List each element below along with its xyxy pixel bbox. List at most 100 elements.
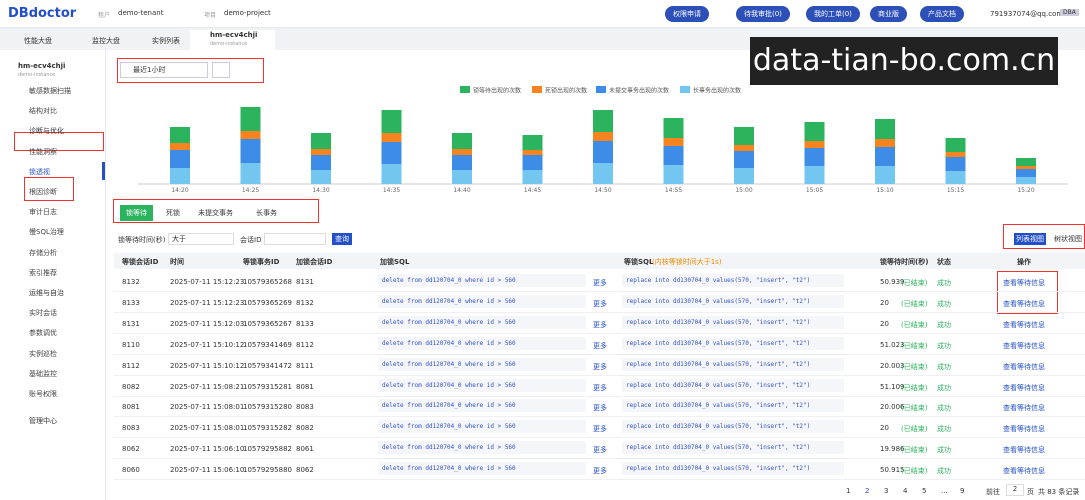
state: (已结束) (901, 446, 928, 455)
select[interactable]: demo-project (224, 9, 271, 17)
more-link[interactable]: 更多 (593, 383, 607, 392)
menu-item[interactable]: 慢SQL治理 (29, 228, 64, 237)
x-tick-label: 14:50 (594, 187, 611, 194)
row-divider (114, 374, 1085, 376)
more-link[interactable]: 更多 (593, 320, 607, 329)
sql: delete from dd120704_0 where id > 560 (378, 441, 586, 455)
bar-segment (452, 133, 472, 149)
view[interactable]: 树状视图 (1054, 235, 1082, 243)
menu-item[interactable]: 性能洞察 (29, 147, 57, 156)
select[interactable]: 大于 (168, 233, 234, 245)
status: 成功 (937, 446, 951, 455)
legend-label: 死锁出现的次数 (545, 87, 587, 95)
menu-item[interactable]: 敏感数据扫描 (29, 87, 71, 95)
cell: 50.939 (880, 278, 905, 286)
lock-tab[interactable]: 长事务 (256, 209, 277, 217)
time-select[interactable]: 最近1小时 (120, 62, 208, 78)
menu-section[interactable]: 管理中心 (29, 417, 57, 425)
button[interactable]: 待我审批(0) (736, 6, 790, 22)
bar-segment (381, 110, 402, 133)
action-link[interactable]: 查看等待信息 (1003, 467, 1045, 476)
tab[interactable]: 监控大盘 (92, 37, 120, 45)
page[interactable]: 3 (884, 487, 889, 495)
active-bar (102, 161, 105, 180)
button[interactable]: 产品文档 (920, 6, 964, 22)
action-link[interactable]: 查看等待信息 (1003, 383, 1045, 392)
page[interactable]: ... (941, 487, 948, 495)
cell: 8132 (296, 298, 314, 307)
lock-tab[interactable]: 锁等待 (120, 205, 153, 221)
x-tick-label: 14:45 (524, 187, 541, 194)
button[interactable]: 商业版 (870, 6, 907, 22)
page[interactable]: 9 (960, 487, 965, 495)
more-link[interactable]: 更多 (593, 425, 607, 434)
x-tick-label: 14:25 (242, 187, 259, 194)
more-link[interactable]: 更多 (593, 446, 607, 455)
action-link[interactable]: 查看等待信息 (1003, 299, 1045, 308)
menu-item[interactable]: 参数调优 (29, 329, 57, 338)
menu-item[interactable]: 账号权限 (29, 390, 57, 398)
page-input[interactable]: 2 (1006, 484, 1024, 496)
sql: delete from dd120704_0 where id > 560 (378, 420, 586, 434)
input[interactable] (264, 233, 326, 245)
bar-segment (804, 148, 825, 166)
more-link[interactable]: 更多 (593, 341, 607, 350)
menu-item[interactable]: 索引推荐 (29, 268, 57, 277)
view[interactable]: 列表视图 (1014, 233, 1046, 245)
page[interactable]: 2 (865, 487, 870, 495)
tab-title[interactable]: hm-ecv4chji (210, 31, 258, 39)
page[interactable]: 4 (903, 487, 908, 495)
tab[interactable]: 实例列表 (152, 37, 180, 45)
bar-segment (1016, 177, 1036, 184)
action-link[interactable]: 查看等待信息 (1003, 320, 1045, 329)
bar-segment (663, 118, 684, 138)
refresh[interactable] (212, 62, 230, 78)
bar-segment (663, 165, 684, 184)
menu-item[interactable]: 实时会话 (29, 309, 57, 318)
state: (已结束) (901, 299, 928, 308)
select[interactable]: demo-tenant (118, 9, 164, 17)
row-divider (114, 479, 1085, 481)
x-tick-label: 14:30 (312, 187, 329, 194)
menu-section[interactable]: 运维与自治 (29, 289, 64, 297)
more-link[interactable]: 更多 (593, 279, 607, 287)
more-link[interactable]: 更多 (593, 362, 607, 371)
bar-segment (522, 170, 543, 184)
menu-item[interactable]: 实例巡检 (29, 349, 57, 358)
x-tick-label: 14:55 (665, 187, 682, 194)
status: 成功 (937, 320, 951, 329)
page[interactable]: 5 (922, 487, 927, 495)
page[interactable]: 1 (846, 487, 851, 495)
menu-item[interactable]: 结构对比 (29, 107, 57, 116)
action-link[interactable]: 查看等待信息 (1003, 362, 1045, 371)
cell: 8083 (122, 424, 140, 433)
tab[interactable]: 性能大盘 (24, 37, 52, 45)
action-link[interactable]: 查看等待信息 (1003, 446, 1045, 455)
more-link[interactable]: 更多 (593, 299, 607, 308)
action-link[interactable]: 查看等待信息 (1003, 341, 1045, 350)
action-link[interactable]: 查看等待信息 (1003, 404, 1045, 413)
menu-item[interactable]: 锁透视 (29, 167, 50, 176)
action-link[interactable]: 查看等待信息 (1003, 279, 1045, 287)
state: (已结束) (901, 404, 928, 413)
more-link[interactable]: 更多 (593, 467, 607, 476)
menu-item[interactable]: 根因诊断 (29, 188, 57, 196)
action-link[interactable]: 查看等待信息 (1003, 425, 1045, 434)
menu-item[interactable]: 基础监控 (29, 369, 57, 378)
button[interactable]: 我的工单(0) (806, 6, 860, 22)
more-link[interactable]: 更多 (593, 404, 607, 413)
label: 会话ID (240, 236, 262, 244)
column-header: 等锁事务ID (243, 258, 280, 266)
sidebar (0, 50, 106, 500)
cell: 2025-07-11 15:06:10 (170, 466, 245, 475)
menu-section[interactable]: 诊断与优化 (29, 127, 64, 136)
menu-item[interactable]: 存储分析 (29, 248, 57, 257)
column-header: 操作 (1017, 258, 1031, 266)
label: 前往 (986, 488, 1000, 496)
lock-tab[interactable]: 死锁 (166, 209, 180, 217)
menu-item[interactable]: 审计日志 (29, 208, 57, 217)
lock-tab[interactable]: 未提交事务 (198, 209, 233, 217)
button[interactable]: 权限申请 (665, 6, 709, 22)
cell: 2025-07-11 15:10:12 (170, 340, 245, 349)
button[interactable]: 查询 (332, 233, 352, 245)
